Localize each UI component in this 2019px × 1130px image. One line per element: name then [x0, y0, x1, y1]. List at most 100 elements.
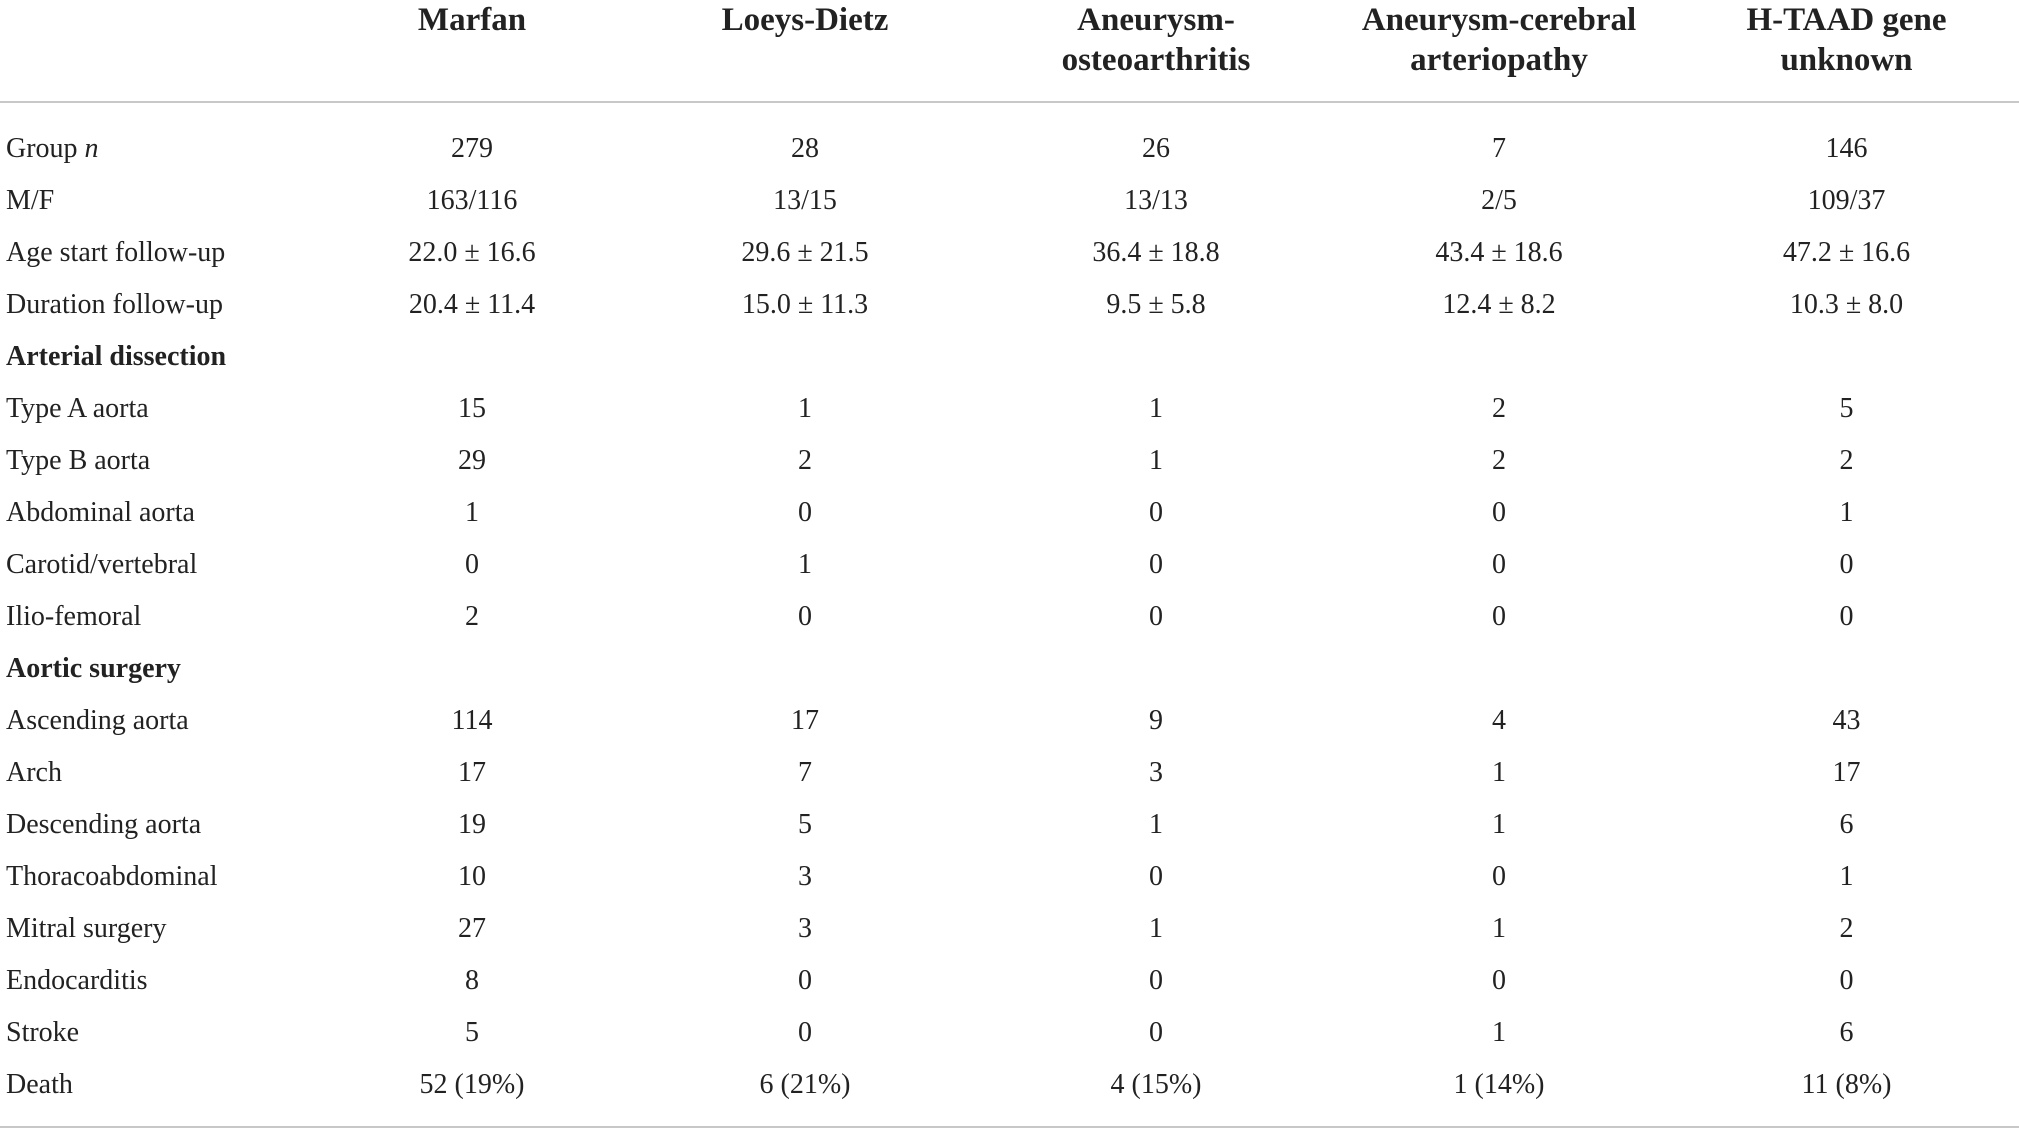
table-cell: 15: [458, 393, 486, 424]
header-cell-label: [0, 0, 322, 103]
header-text-line-1: Aneurysm-: [1077, 2, 1235, 38]
table-cell: [988, 643, 1324, 695]
row-label: Ascending aorta: [0, 695, 322, 747]
table-row: Stroke 5 0 0 1 6: [0, 1007, 2019, 1059]
row-label: Duration follow-up: [0, 279, 322, 331]
table-row: Duration follow-up 20.4 ± 11.4 15.0 ± 11.3…: [0, 279, 2019, 331]
row-label-text: Carotid/vertebral: [6, 549, 198, 580]
table-row: Arch 17 7 3 1 17: [0, 747, 2019, 799]
table-cell: 2: [1492, 445, 1506, 476]
table-cell: 1: [465, 497, 479, 528]
header-text-line-2: unknown: [1780, 42, 1913, 78]
section-heading: Aortic surgery: [0, 643, 322, 695]
table-cell: 0: [1149, 965, 1163, 996]
row-label: Type B aorta: [0, 435, 322, 487]
table-cell: 4 (15%): [1110, 1069, 1202, 1100]
row-label: Group n: [0, 102, 322, 175]
table-cell: 1: [1492, 757, 1506, 788]
table-cell: 10.3 ± 8.0: [1789, 289, 1904, 320]
row-label: Ilio-femoral: [0, 591, 322, 643]
header-cell-h-taad-gene-unknown: H-TAAD gene unknown: [1674, 0, 2019, 103]
table-cell: 2: [1492, 393, 1506, 424]
table-cell: 3: [798, 861, 812, 892]
table-cell: 114: [451, 705, 493, 736]
table-cell: 43.4 ± 18.6: [1435, 237, 1563, 268]
table-cell: 0: [798, 601, 812, 632]
row-label-text: Type A aorta: [6, 393, 149, 424]
row-label: Descending aorta: [0, 799, 322, 851]
row-label-text: Abdominal aorta: [6, 497, 195, 528]
table-cell: 0: [1492, 497, 1506, 528]
header-text-line-2: arteriopathy: [1410, 42, 1588, 78]
table-cell: 0: [1492, 965, 1506, 996]
row-label: Thoracoabdominal: [0, 851, 322, 903]
table-cell: [1324, 643, 1674, 695]
table-cell: 0: [1492, 549, 1506, 580]
table-row: Descending aorta 19 5 1 1 6: [0, 799, 2019, 851]
table-cell: 279: [451, 133, 493, 164]
table-cell: 1: [1149, 393, 1163, 424]
table-cell: 2: [1839, 445, 1854, 476]
row-label-text: Ascending aorta: [6, 705, 189, 736]
table-row: Endocarditis 8 0 0 0 0: [0, 955, 2019, 1007]
table-row: Thoracoabdominal 10 3 0 0 1: [0, 851, 2019, 903]
table-row: Death 52 (19%) 6 (21%) 4 (15%) 1 (14%) 11 (8%…: [0, 1059, 2019, 1125]
table-cell: 0: [1149, 497, 1163, 528]
table-cell: 5: [465, 1017, 479, 1048]
table-cell: 0: [1492, 601, 1506, 632]
table-cell: 5: [1839, 393, 1854, 424]
table-cell: 0: [1149, 549, 1163, 580]
table-cell: 1: [1149, 913, 1163, 944]
table-cell: 9: [1149, 705, 1163, 736]
table-cell: 1: [1149, 445, 1163, 476]
header-text-line-2: osteoarthritis: [1061, 42, 1251, 78]
table-row: Ilio-femoral 2 0 0 0 0: [0, 591, 2019, 643]
table-cell: 6 (21%): [759, 1069, 851, 1100]
row-label-text: Age start follow-up: [6, 237, 226, 268]
table-cell: 6: [1839, 809, 1854, 840]
table-cell: 29.6 ± 21.5: [741, 237, 869, 268]
table-cell: 109/37: [1807, 185, 1886, 216]
row-label-text: Group: [6, 133, 85, 164]
header-cell-aneurysm-cerebral-arteriopathy: Aneurysm-cerebral arteriopathy: [1324, 0, 1674, 103]
table-cell: 36.4 ± 18.8: [1092, 237, 1220, 268]
table-cell: 0: [1839, 965, 1854, 996]
table-bottom-rule: [0, 1126, 2019, 1128]
row-label: Stroke: [0, 1007, 322, 1059]
table-row: Ascending aorta 114 17 9 4 43: [0, 695, 2019, 747]
header-cell-loeys-dietz: Loeys-Dietz: [622, 0, 988, 103]
table-row: Age start follow-up 22.0 ± 16.6 29.6 ± 21.…: [0, 227, 2019, 279]
row-label-text: Endocarditis: [6, 965, 148, 996]
row-label-text: Aortic surgery: [6, 653, 181, 684]
table-row: Group n 279 28 26 7 146: [0, 102, 2019, 175]
table-cell: 7: [1492, 133, 1506, 164]
header-text-line-1: Marfan: [417, 2, 527, 38]
table-cell: 26: [1142, 133, 1170, 164]
table-cell: [322, 643, 622, 695]
row-label-text: Mitral surgery: [6, 913, 167, 944]
row-label-text: Arch: [6, 757, 62, 788]
table-cell: [322, 331, 622, 383]
table-cell: 43: [1832, 705, 1861, 736]
table-cell: [1674, 331, 2019, 383]
table-cell: 5: [798, 809, 812, 840]
table-row: Arterial dissection: [0, 331, 2019, 383]
table-cell: 12.4 ± 8.2: [1442, 289, 1556, 320]
table-cell: 20.4 ± 11.4: [408, 289, 536, 320]
header-text-line-1: Aneurysm-cerebral: [1361, 2, 1637, 38]
row-label: Death: [0, 1059, 322, 1125]
table-cell: 146: [1825, 133, 1868, 164]
row-label-italic: n: [84, 133, 99, 164]
table-cell: 0: [465, 549, 479, 580]
row-label-text: Ilio-femoral: [6, 601, 142, 632]
row-label: Abdominal aorta: [0, 487, 322, 539]
table-cell: 3: [798, 913, 812, 944]
table-row: M/F 163/116 13/15 13/13 2/5 109/37: [0, 175, 2019, 227]
table-row: Type A aorta 15 1 1 2 5: [0, 383, 2019, 435]
table-cell: 1: [1492, 809, 1506, 840]
table-cell: 3: [1149, 757, 1163, 788]
header-cell-marfan: Marfan: [322, 0, 622, 103]
table-cell: 28: [791, 133, 819, 164]
table-cell: 0: [1149, 1017, 1163, 1048]
table-cell: 17: [791, 705, 819, 736]
